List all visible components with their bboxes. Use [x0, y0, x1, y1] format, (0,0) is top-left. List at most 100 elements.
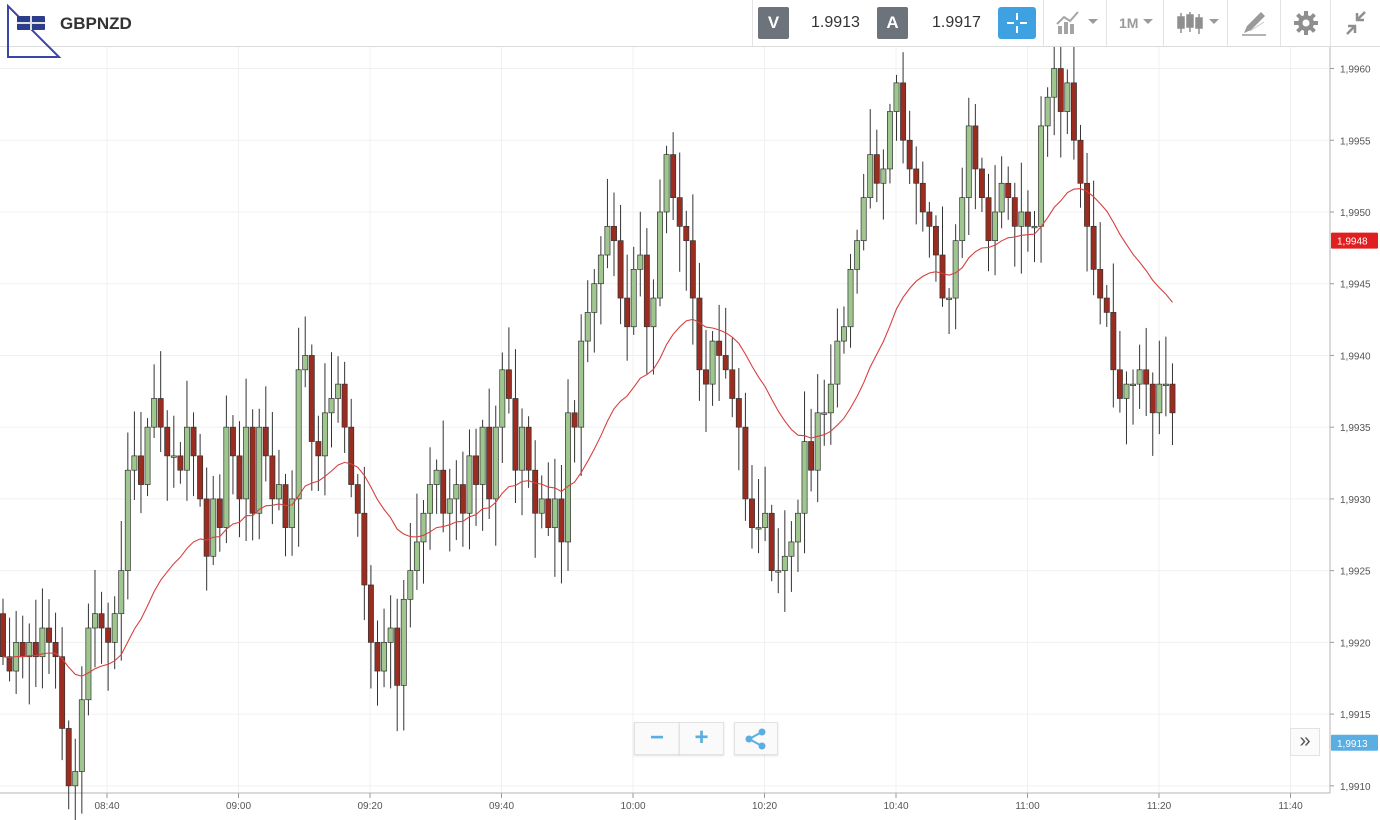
candle-up: [663, 154, 670, 213]
candle-down: [683, 225, 690, 242]
candle-down: [164, 426, 171, 457]
candle-up: [243, 426, 250, 500]
candle-up: [118, 570, 125, 615]
candle-up: [946, 297, 953, 300]
collapse-button[interactable]: [1330, 0, 1380, 46]
candle-up: [1018, 211, 1025, 227]
candle-up: [302, 355, 309, 371]
y-tick-label: 1,9910: [1340, 782, 1371, 793]
candle-down: [1024, 211, 1031, 227]
candle-down: [348, 426, 355, 485]
interval-caret-icon: [1143, 19, 1153, 24]
candle-up: [479, 426, 486, 485]
zoom-in-button[interactable]: +: [679, 722, 724, 755]
candle-down: [919, 182, 926, 213]
candle-up: [1038, 125, 1045, 227]
candle-up: [880, 168, 887, 184]
zoom-out-button[interactable]: −: [634, 722, 680, 755]
candle-down: [459, 484, 466, 514]
last-price-badge: [1331, 734, 1378, 751]
candle-down: [505, 369, 512, 399]
candle-down: [157, 398, 164, 428]
candle-up: [886, 111, 893, 170]
x-tick-label: 11:40: [1278, 801, 1303, 812]
candle-down: [932, 225, 939, 256]
candle-up: [597, 254, 604, 285]
candle-down: [59, 656, 66, 729]
candle-up: [427, 484, 434, 514]
share-button[interactable]: [734, 722, 778, 755]
candle-up: [992, 211, 999, 242]
chart-type-button[interactable]: [1163, 0, 1227, 46]
candle-up: [111, 613, 118, 643]
indicators-button[interactable]: [1043, 0, 1106, 46]
candle-down: [1143, 369, 1150, 385]
candle-up: [630, 269, 637, 328]
candle-down: [374, 642, 381, 672]
indicators-caret-icon: [1088, 19, 1098, 24]
candle-up: [400, 598, 407, 686]
interval-button[interactable]: 1M: [1106, 0, 1163, 46]
candle-down: [473, 455, 479, 485]
candle-down: [525, 426, 532, 471]
x-tick-label: 10:40: [883, 801, 908, 812]
candle-up: [210, 498, 217, 557]
ask-price-box[interactable]: A 1.9917: [872, 0, 992, 46]
drawing-tools-button[interactable]: [1227, 0, 1280, 46]
candle-up: [407, 570, 414, 600]
candle-up: [39, 627, 46, 658]
settings-button[interactable]: [1280, 0, 1330, 46]
x-tick-label: 11:20: [1147, 801, 1172, 812]
top-bar: GBPNZD V 1.9913 A 1.9917 1M: [0, 0, 1380, 58]
candle-up: [637, 254, 644, 270]
candle-up: [1123, 383, 1130, 399]
x-tick-label: 08:40: [94, 801, 119, 812]
candle-down: [913, 168, 920, 184]
x-tick-label: 09:00: [226, 801, 251, 812]
candle-down: [722, 355, 729, 371]
candle-down: [32, 642, 39, 658]
candle-up: [801, 441, 808, 514]
candle-down: [972, 125, 979, 170]
y-tick-label: 1,9920: [1340, 638, 1371, 649]
drawing-pencil-icon: [1242, 12, 1266, 36]
candle-up: [144, 426, 151, 485]
candle-down: [190, 426, 197, 457]
candle-up: [321, 412, 328, 457]
candle-up: [604, 225, 611, 256]
candle-down: [249, 426, 256, 514]
candle-up: [841, 326, 847, 342]
candle-down: [900, 82, 907, 141]
y-tick-label: 1,9950: [1340, 208, 1371, 219]
candle-up: [959, 197, 966, 242]
chart-axes: 1,9910 1,9915 1,9920 1,9925 1,9930 1,9935 1,99…: [0, 47, 1371, 812]
gear-icon: [1294, 11, 1318, 35]
expand-button[interactable]: »: [1290, 728, 1320, 756]
candle-down: [216, 498, 223, 528]
candle-up: [775, 570, 782, 573]
candle-up: [965, 125, 972, 198]
candle-down: [315, 441, 322, 457]
candle-up: [795, 512, 801, 543]
candle-up: [867, 154, 874, 198]
price-chart[interactable]: 1,99101,99151,99201,99251,99301,99351,99…: [0, 47, 1380, 820]
candle-up: [998, 182, 1005, 213]
candle-down: [558, 498, 565, 543]
candle-down: [643, 254, 650, 328]
candle-down: [532, 469, 539, 514]
candle-down: [394, 627, 401, 686]
candle-up: [499, 369, 506, 428]
crosshair-button[interactable]: [998, 7, 1036, 39]
bid-price-box[interactable]: V 1.9913: [752, 0, 872, 46]
y-tick-label: 1,9945: [1340, 280, 1371, 291]
candle-down: [1110, 312, 1117, 371]
y-tick-label: 1,9935: [1340, 423, 1371, 434]
candle-up: [565, 412, 571, 543]
candle-down: [906, 139, 913, 170]
candle-down: [1169, 383, 1176, 414]
ask-label: A: [877, 7, 908, 39]
candle-down: [6, 656, 13, 672]
candle-up: [1130, 383, 1136, 386]
bid-value: 1.9913: [811, 14, 860, 31]
candle-up: [275, 484, 282, 500]
